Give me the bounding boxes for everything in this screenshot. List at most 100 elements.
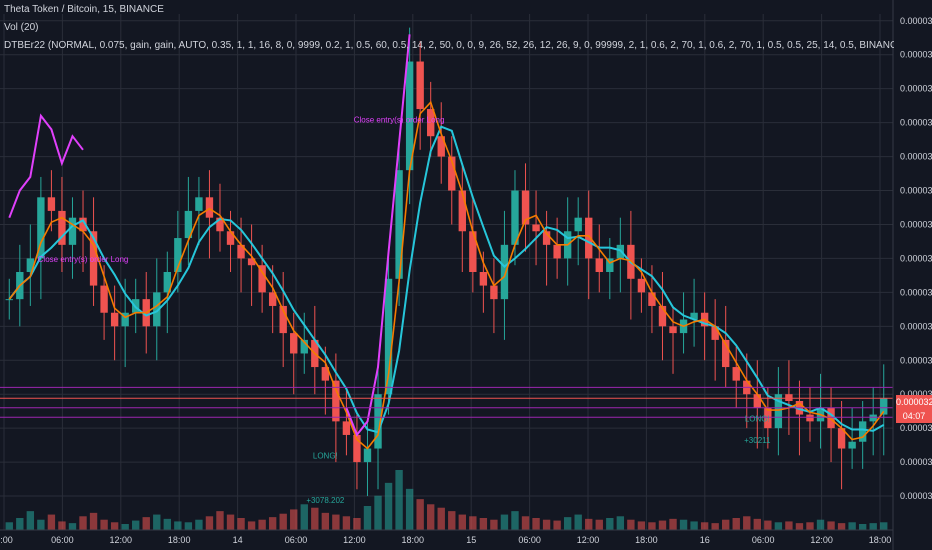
volume-bar [37,519,45,530]
candle-body [26,258,35,272]
candle-body [216,217,224,232]
time-tick-label: 12:00 [810,535,833,545]
candle-body [500,244,509,300]
candle-body [437,136,445,157]
volume-bar [216,511,224,530]
volume-bar [837,523,846,530]
volume-bar [174,521,182,530]
candle-body [174,238,182,272]
volume-bar [353,518,361,530]
candle-body [806,414,814,422]
volume-bar [595,519,603,530]
chart-title: Theta Token / Bitcoin, 15, BINANCE [4,4,164,15]
trade-annotation-label: Close entry(s) order Long [38,255,129,264]
candle-body [511,190,519,245]
time-axis[interactable]: 2:00 06:00 12:00 18:00 14 06:00 12:00 18:00 15 06… [0,529,893,545]
candle-body [268,292,277,306]
time-tick-label: 15 [466,535,476,545]
volume-bar [711,523,719,530]
volume-bar [205,516,214,530]
candle-body [342,421,351,435]
price-tick-label: 0.00003450 [900,287,932,297]
volume-bar [774,522,783,530]
time-tick-label: 06:00 [285,535,308,545]
candle-body [869,414,877,422]
candle-body [79,217,87,232]
volume-bar [89,512,98,530]
level-lines [0,386,893,418]
chart-grid [0,14,893,530]
candle-body [205,197,214,218]
candle-body [290,333,298,354]
candle-body [606,258,614,272]
candle-body [490,285,498,300]
trade-annotation-label: +30211 [744,436,771,445]
volume-bar [722,519,730,530]
volume-bar [732,518,740,530]
candle-body [880,398,888,415]
price-tick-label: 0.00003400 [900,321,932,331]
price-axis[interactable]: 0.00003150 0.00003200 0.00003250 0.00003300… [892,0,932,550]
volume-bar [500,514,509,530]
candle-body [858,421,867,442]
volume-bar [785,521,793,530]
volume-bar [195,519,203,530]
volume-bar [427,504,435,530]
time-tick-label: 16 [700,535,710,545]
candle-body [100,285,108,313]
time-tick-label: 12:00 [577,535,600,545]
candle-body [585,217,593,259]
candle-body [332,380,340,422]
volume-bar [79,516,87,530]
volume-bar [816,519,825,530]
candle-body [363,448,372,463]
candle-body [753,394,761,408]
candle-body [89,231,98,286]
volume-bar [58,521,66,530]
volume-bar [68,523,77,530]
candles [5,27,888,497]
volume-bar [490,519,498,530]
candle-body [121,312,129,327]
candle-body [163,272,171,293]
candle-body [374,394,382,449]
volume-bar [16,518,24,530]
volume-bar [869,523,877,530]
candle-body [321,367,330,381]
price-tick-label: 0.00003750 [900,84,932,94]
volume-bar [416,499,424,530]
time-tick-label: 12:00 [343,535,366,545]
price-tick-label: 0.00003300 [900,389,932,399]
volume-bar [553,520,561,530]
time-tick-label: 06:00 [51,535,74,545]
trade-annotation-label: LONG! [745,414,770,423]
price-tick-label: 0.00003700 [900,118,932,128]
volume-bar [542,519,551,530]
candle-body [258,265,266,293]
time-tick-label: 18:00 [168,535,191,545]
candle-body [5,299,13,301]
volume-bar [184,522,193,530]
candle-body [848,441,856,449]
trade-annotation-label: +3078.202 [306,496,345,505]
candle-body [827,407,835,429]
volume-bar [669,518,677,530]
price-tick-label: 0.00003200 [900,457,932,467]
volume-bar [690,521,698,530]
volume-bar [437,507,445,530]
price-tick-label: 0.00003800 [900,50,932,60]
volume-bar [658,520,667,530]
volume-bar [574,514,582,530]
volume-bar [648,522,656,530]
candle-body [405,61,414,171]
volume-bar [342,516,351,530]
candle-body [226,231,235,245]
price-tick-label: 0.00003600 [900,186,932,196]
trade-annotations: LONG! +3078.202 Close entry(s) order Long L… [38,116,771,505]
volume-bar [700,522,709,530]
volume-bar [679,519,688,530]
volume-bar [458,514,466,530]
volume-bar [616,516,625,530]
candle-body [300,339,308,354]
